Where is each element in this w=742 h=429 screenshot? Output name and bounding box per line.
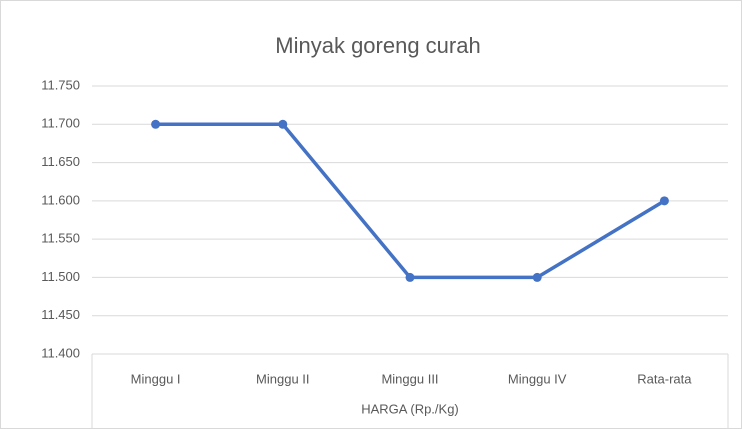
y-tick-label: 11.600 — [41, 192, 80, 207]
y-tick-label: 11.750 — [41, 77, 80, 92]
point — [405, 272, 415, 282]
point — [532, 272, 542, 282]
y-tick-label: 11.700 — [41, 116, 80, 131]
point — [278, 119, 288, 129]
y-tick-label: 11.500 — [41, 269, 80, 284]
point — [659, 196, 669, 206]
x-tick-label: Minggu III — [381, 371, 438, 386]
y-tick-label: 11.650 — [41, 154, 80, 169]
y-tick-label: 11.450 — [41, 307, 80, 322]
x-tick-label: Rata-rata — [637, 371, 692, 386]
y-tick-label: 11.550 — [41, 231, 80, 246]
x-tick-label: Minggu II — [256, 371, 309, 386]
y-tick-label: 11.400 — [41, 345, 80, 360]
chart-title: Minyak goreng curah — [275, 33, 480, 58]
x-axis-label: HARGA (Rp./Kg) — [361, 401, 459, 416]
point — [151, 119, 161, 129]
x-tick-label: Minggu I — [131, 371, 181, 386]
x-tick-label: Minggu IV — [508, 371, 567, 386]
